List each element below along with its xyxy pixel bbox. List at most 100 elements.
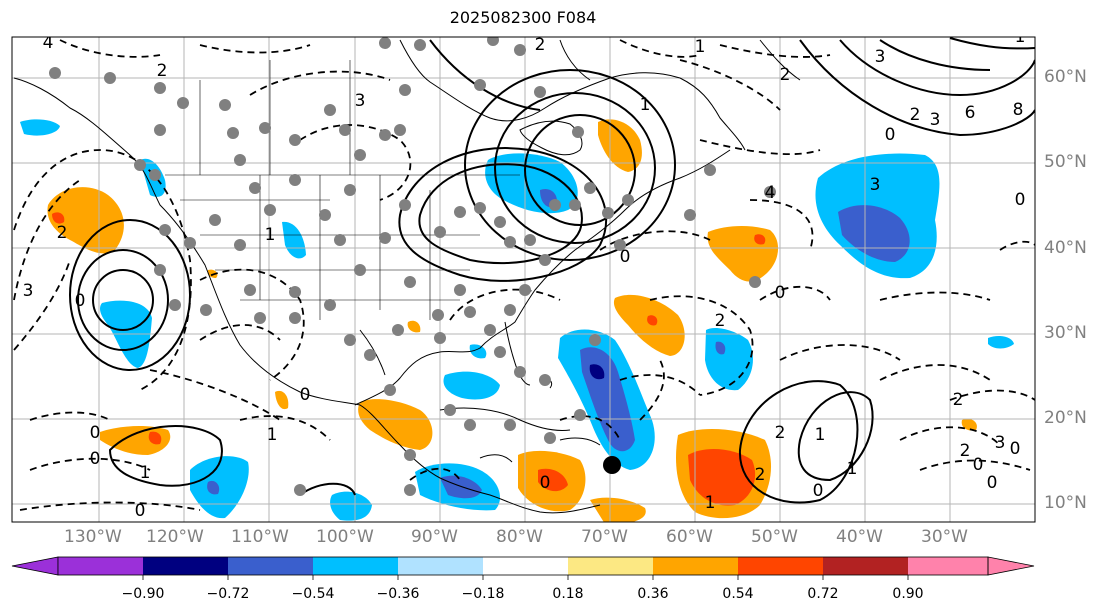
contour-label: 1 [815, 425, 826, 445]
storm-center-marker [603, 456, 621, 474]
longitude-label: 130°W [64, 527, 122, 547]
shade-orange-region [47, 187, 124, 254]
shade-blue-region [20, 119, 60, 136]
contour-label: 0 [540, 473, 551, 493]
shade-red-region [647, 315, 658, 326]
colorbar-frame [57, 556, 989, 576]
colorbar-segment [653, 557, 738, 575]
contour-label: 1 [847, 459, 858, 479]
colorbar-segment [823, 557, 908, 575]
latitude-label: 60°N [1044, 67, 1087, 87]
shade-red-region [688, 448, 756, 506]
colorbar-tick-label: −0.18 [461, 586, 505, 602]
shade-blue-region [443, 371, 500, 400]
map-title: 2025082300 F084 [449, 8, 597, 27]
longitude-label: 30°W [921, 527, 968, 547]
contour-label: 0 [813, 481, 824, 501]
contour-label: 0 [90, 449, 101, 469]
contour-label: 2 [157, 61, 168, 81]
shade-blue-region [190, 456, 249, 519]
shade-orange-region [613, 294, 685, 356]
contour-label: 3 [930, 110, 941, 130]
colorbar-tick-label: −0.90 [121, 586, 165, 602]
contour-label: 1 [695, 37, 706, 57]
contour-label: 0 [300, 385, 311, 405]
colorbar-arrow-left [11, 556, 59, 576]
colorbar-ticks [142, 575, 909, 580]
contour-label: 3 [995, 433, 1006, 453]
colorbar-segment [483, 557, 568, 575]
gridlines [12, 37, 1035, 522]
longitude-label: 120°W [146, 527, 204, 547]
shade-blue-region [330, 491, 372, 521]
shade-blue-region [207, 480, 220, 495]
contour-label: 2 [57, 223, 68, 243]
contour-label: 2 [715, 311, 726, 331]
longitude-label: 40°W [836, 527, 883, 547]
shade-orange-region [358, 399, 433, 450]
shade-blue-region [715, 341, 726, 355]
colorbar [11, 556, 1035, 580]
shade-blue-region [589, 364, 605, 380]
contour-label: 2 [960, 441, 971, 461]
station-dots [49, 37, 776, 496]
colorbar-segment [143, 557, 228, 575]
contour-label: 4 [43, 33, 54, 53]
contour-label: 2 [780, 65, 791, 85]
shade-red-region [754, 234, 766, 245]
colorbar-tick-label: 0.90 [892, 586, 924, 602]
shade-blue-region [988, 336, 1014, 349]
contour-label: 0 [775, 283, 786, 303]
shade-red-region [52, 212, 65, 224]
contours-solid [69, 37, 1035, 504]
colorbar-segment [738, 557, 823, 575]
colorbar-segment [568, 557, 653, 575]
colorbar-segment [313, 557, 398, 575]
contour-label: 0 [135, 501, 146, 521]
longitude-label: 50°W [751, 527, 798, 547]
contour-label: 0 [620, 247, 631, 267]
contour-label: 2 [775, 423, 786, 443]
colorbar-segment [908, 557, 988, 575]
contour-label: 0 [987, 473, 998, 493]
contour-label: 0 [1010, 439, 1021, 459]
latitude-label: 50°N [1044, 152, 1087, 172]
contour-label: 0 [973, 455, 984, 475]
longitude-label: 100°W [316, 527, 374, 547]
contour-label: 2 [535, 35, 546, 55]
colorbar-segment [228, 557, 313, 575]
latitude-label: 30°N [1044, 323, 1087, 343]
contour-label: 1 [265, 225, 276, 245]
map-plot-area: 4 2 1 3 2 3 3 2 2 1 4 6 0 0 1 8 3 0 2 3 … [12, 33, 1035, 522]
contour-labels: 4 2 1 3 2 3 3 2 2 1 4 6 0 0 1 8 3 0 2 3 … [23, 33, 1026, 521]
political-borders [165, 60, 520, 320]
contour-label: 4 [765, 183, 776, 203]
colorbar-arrow-right [987, 556, 1035, 576]
contour-label: 1 [640, 95, 651, 115]
shade-orange-region [275, 390, 289, 410]
contour-label: 1 [140, 463, 151, 483]
contour-label: 1 [705, 493, 716, 513]
latitude-label: 10°N [1044, 493, 1087, 513]
contour-label: 2 [953, 390, 964, 410]
colorbar-tick-label: −0.72 [206, 586, 250, 602]
colorbar-tick-label: 0.54 [722, 586, 754, 602]
contour-label: 3 [355, 91, 366, 111]
contour-label: 0 [1015, 190, 1026, 210]
shade-orange-region [961, 418, 977, 431]
contour-label: 0 [885, 125, 896, 145]
colorbar-tick-label: 0.18 [552, 586, 584, 602]
latitude-label: 20°N [1044, 408, 1087, 428]
longitude-label: 110°W [231, 527, 289, 547]
contours-dashed [13, 39, 1035, 511]
colorbar-tick-label: −0.36 [376, 586, 420, 602]
contour-label: 2 [755, 465, 766, 485]
colorbar-segment [58, 557, 143, 575]
longitude-label: 90°W [411, 527, 458, 547]
latitude-label: 40°N [1044, 238, 1087, 258]
shade-orange-region [407, 320, 421, 333]
shade-red-region [148, 431, 162, 445]
contour-label: 0 [75, 291, 86, 311]
contour-label: 6 [965, 103, 976, 123]
